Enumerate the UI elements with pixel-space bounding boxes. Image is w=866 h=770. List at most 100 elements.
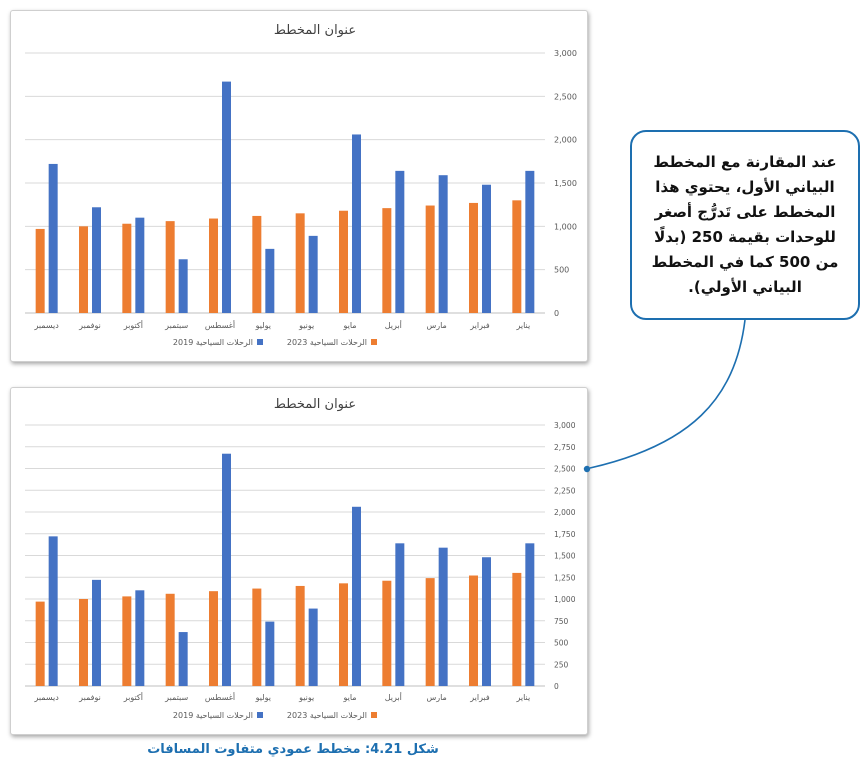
bar-2019 — [178, 632, 188, 686]
bar-2019 — [265, 248, 275, 313]
bar-2019 — [308, 235, 318, 313]
x-category-label: نوفمبر — [78, 693, 101, 702]
y-tick-label: 1,000 — [554, 595, 576, 604]
bar-2019 — [222, 453, 231, 686]
y-tick-label: 3,000 — [554, 421, 576, 430]
chart-top: عنوان المخطط 0 500 1,000 1,500 2,000 2,500 3,00… — [10, 10, 588, 362]
y-tick-label: 1,250 — [554, 573, 576, 582]
y-tick-label: 500 — [554, 266, 569, 275]
bar-2023 — [425, 578, 435, 686]
bar-2023 — [165, 593, 175, 686]
legend-label-2023: الرحلات السياحية 2023 — [287, 338, 367, 347]
x-category-label: أبريل — [385, 692, 402, 702]
x-category-label: أغسطس — [205, 692, 235, 702]
bar-2023 — [209, 591, 218, 686]
bar-2023 — [469, 202, 478, 313]
bar-2019 — [92, 207, 101, 313]
x-category-label: يناير — [515, 321, 530, 330]
legend-label-2023: الرحلات السياحية 2023 — [287, 711, 367, 720]
y-tick-label: 1,500 — [554, 179, 577, 188]
bar-2019 — [308, 608, 318, 686]
x-category-label: فبراير — [469, 321, 490, 330]
x-category-label: سبتمبر — [164, 321, 188, 330]
bar-2019 — [92, 579, 101, 686]
legend-swatch-2023 — [371, 339, 377, 345]
bar-2019 — [352, 134, 361, 313]
bar-2019 — [48, 163, 58, 313]
y-tick-label: 1,750 — [554, 530, 576, 539]
bar-2023 — [512, 200, 522, 313]
bar-2019 — [135, 217, 145, 313]
bar-2023 — [122, 223, 132, 313]
x-category-label: أبريل — [385, 320, 402, 330]
x-category-label: مارس — [426, 321, 446, 330]
bar-2023 — [79, 599, 88, 686]
chart-bottom-svg: عنوان المخطط 0 250 500 750 1,000 1,250 1,500 1,7… — [25, 397, 576, 720]
bar-2023 — [35, 228, 45, 313]
callout-text: عند المقارنة مع المخطط البياني الأول، يح… — [651, 153, 839, 296]
x-category-label: ديسمبر — [33, 321, 59, 330]
bar-2023 — [35, 601, 45, 686]
y-tick-label: 0 — [554, 309, 559, 318]
bar-2019 — [395, 170, 405, 313]
legend-label-2019: الرحلات السياحية 2019 — [173, 338, 253, 347]
y-tick-label: 0 — [554, 682, 559, 691]
bar-2019 — [48, 536, 58, 686]
bar-2023 — [382, 580, 392, 686]
x-category-label: مايو — [342, 321, 356, 330]
x-category-label: أكتوبر — [123, 692, 143, 702]
chart-title: عنوان المخطط — [274, 397, 356, 412]
y-tick-label: 250 — [554, 660, 569, 669]
y-tick-label: 2,500 — [554, 465, 576, 474]
legend-label-2019: الرحلات السياحية 2019 — [173, 711, 253, 720]
y-tick-label: 1,000 — [554, 222, 577, 231]
x-category-label: يونيو — [298, 321, 314, 330]
x-category-label: مارس — [426, 693, 446, 702]
bar-2019 — [222, 81, 231, 313]
bar-2019 — [135, 590, 145, 686]
bar-2019 — [438, 175, 448, 313]
bar-2023 — [165, 221, 175, 313]
figure-caption: شكل 4.21: مخطط عمودي متفاوت المسافات — [147, 742, 439, 757]
y-tick-label: 1,500 — [554, 552, 576, 561]
legend-swatch-2019 — [257, 339, 263, 345]
x-category-label: يونيو — [298, 693, 314, 702]
bar-2023 — [425, 205, 435, 313]
y-tick-label: 500 — [554, 639, 569, 648]
bar-2023 — [252, 215, 262, 313]
x-category-label: فبراير — [469, 693, 490, 702]
bar-2023 — [79, 226, 88, 313]
y-tick-label: 2,500 — [554, 92, 577, 101]
bar-2019 — [395, 543, 405, 686]
x-category-label: يوليو — [255, 321, 271, 330]
chart-title: عنوان المخطط — [274, 23, 356, 38]
bar-2023 — [382, 208, 392, 313]
x-category-label: أكتوبر — [123, 320, 143, 330]
y-tick-label: 2,250 — [554, 486, 576, 495]
bar-2019 — [352, 506, 361, 686]
x-category-label: يوليو — [255, 693, 271, 702]
x-category-label: يناير — [515, 693, 530, 702]
x-category-label: سبتمبر — [164, 693, 188, 702]
bar-2019 — [265, 621, 275, 686]
callout-box: عند المقارنة مع المخطط البياني الأول، يح… — [630, 130, 860, 320]
x-category-label: مايو — [342, 693, 356, 702]
bar-2019 — [525, 543, 535, 686]
bar-2023 — [339, 583, 348, 686]
bar-2023 — [252, 588, 262, 686]
bar-2019 — [438, 547, 448, 686]
x-category-label: أغسطس — [205, 320, 235, 330]
legend-swatch-2023 — [371, 712, 377, 718]
y-tick-label: 2,000 — [554, 508, 576, 517]
bar-2019 — [525, 170, 535, 313]
bar-2023 — [295, 585, 305, 686]
callout-connector-dot — [583, 465, 591, 473]
bar-2023 — [512, 572, 522, 686]
chart-top-svg: عنوان المخطط 0 500 1,000 1,500 2,000 2,500 3,00… — [25, 23, 577, 347]
bar-2019 — [482, 184, 491, 313]
bar-2023 — [469, 575, 478, 686]
y-tick-label: 750 — [554, 617, 569, 626]
bar-2023 — [339, 210, 348, 313]
bar-2023 — [122, 596, 132, 686]
